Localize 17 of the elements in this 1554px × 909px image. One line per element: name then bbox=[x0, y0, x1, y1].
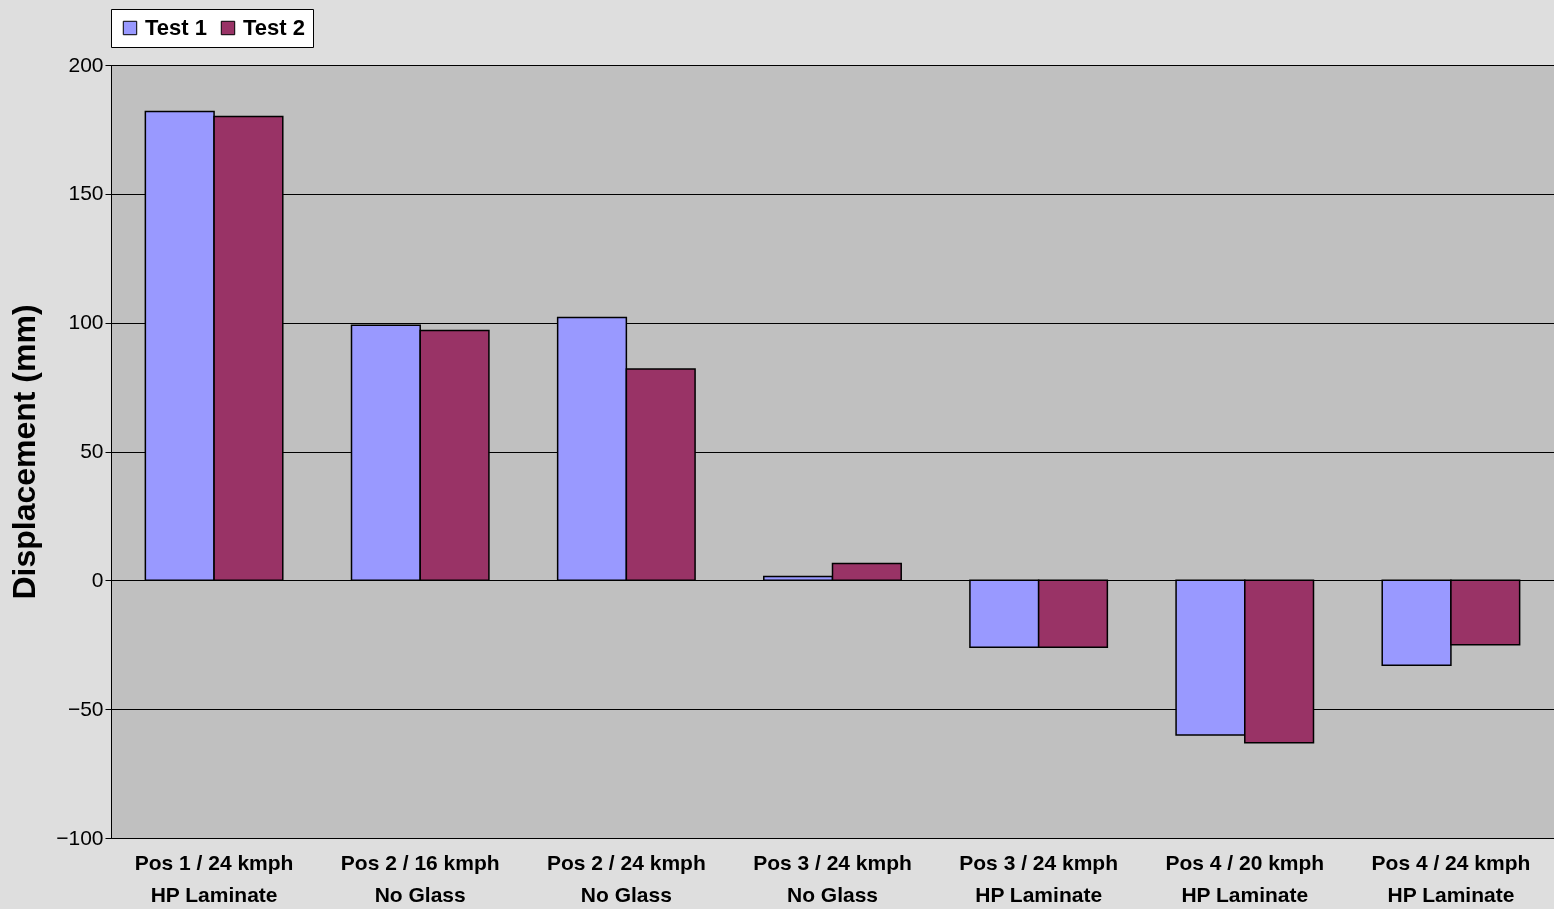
legend-label: Test 1 bbox=[145, 15, 207, 40]
x-tick-label: Pos 2 / 24 kmph No Glass bbox=[546, 850, 706, 906]
y-axis-title: Displacement (mm) bbox=[6, 304, 43, 600]
y-tick-label: 200 bbox=[68, 52, 104, 76]
y-tick-label: 100 bbox=[68, 310, 104, 334]
x-tick-label: Pos 3 / 24 kmph No Glass bbox=[753, 850, 912, 906]
x-tick-label: Pos 4 / 24 kmph HP Laminate bbox=[1371, 850, 1531, 906]
x-tick-label: Pos 2 / 16 kmph No Glass bbox=[340, 850, 500, 906]
x-tick-label: Pos 1 / 24 kmph HP Laminate bbox=[134, 850, 294, 906]
x-tick-label: Pos 4 / 20 kmph HP Laminate bbox=[1165, 850, 1325, 906]
y-tick-label: 0 bbox=[91, 567, 104, 591]
legend-label: Test 2 bbox=[243, 15, 305, 40]
y-tick-label: −100 bbox=[56, 825, 104, 849]
y-tick-label: 50 bbox=[80, 439, 104, 462]
x-tick-label: Pos 3 / 24 kmph HP Laminate bbox=[959, 850, 1119, 906]
y-tick-label: 150 bbox=[68, 181, 104, 205]
y-tick-label: −50 bbox=[67, 696, 104, 720]
